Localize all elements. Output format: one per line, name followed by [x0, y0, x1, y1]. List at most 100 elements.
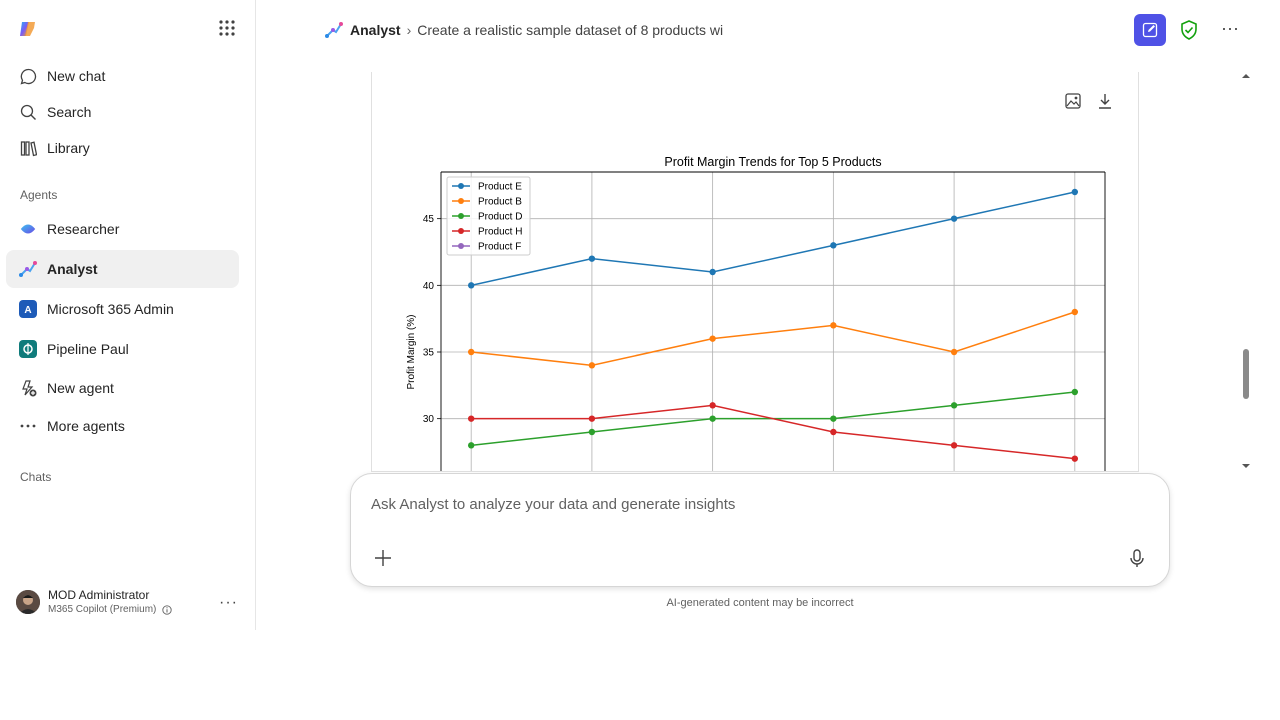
breadcrumb: Analyst › Create a realistic sample data… [324, 21, 723, 39]
agent-label: Researcher [47, 221, 120, 237]
breadcrumb-agent[interactable]: Analyst [350, 22, 401, 38]
agent-label: Analyst [47, 261, 98, 277]
agent-label: Microsoft 365 Admin [47, 301, 174, 317]
header: Analyst › Create a realistic sample data… [256, 0, 1280, 62]
sidebar: New chat Search Library Agents Researche… [0, 0, 256, 630]
data-point [709, 268, 716, 276]
y-axis-label: Profit Margin (%) [406, 314, 417, 389]
more-agents-button[interactable]: More agents [6, 407, 239, 445]
legend-swatch-marker [458, 183, 464, 189]
legend-entry: Product E [478, 182, 522, 193]
svg-text:A: A [24, 305, 31, 316]
chat-bubble-icon [19, 67, 37, 85]
copilot-logo-icon[interactable] [18, 19, 38, 39]
data-point [709, 335, 716, 342]
app-launcher-icon[interactable] [218, 19, 236, 37]
researcher-icon [19, 220, 37, 238]
legend-entry: Product H [478, 227, 522, 238]
analyst-icon [19, 260, 37, 278]
new-chat-button[interactable]: New chat [6, 57, 239, 95]
series-line-product-b [471, 311, 1076, 367]
data-point [467, 282, 475, 289]
data-point [467, 415, 475, 422]
data-point [588, 428, 596, 436]
plus-icon[interactable] [373, 548, 393, 568]
data-point [467, 442, 475, 449]
data-point [1071, 188, 1079, 196]
line-chart: Profit Margin Trends for Top 5 Products P… [406, 155, 1106, 471]
chats-section-label: Chats [20, 470, 52, 484]
data-point [588, 415, 596, 422]
avatar[interactable] [16, 590, 40, 614]
library-label: Library [47, 140, 90, 156]
legend-swatch-marker [458, 213, 464, 219]
new-agent-icon [19, 379, 37, 397]
more-agents-label: More agents [47, 418, 125, 434]
legend-swatch-marker [458, 228, 464, 234]
user-name: MOD Administrator [48, 588, 150, 602]
agent-item-pipeline-paul[interactable]: Pipeline Paul [6, 330, 239, 368]
data-point [709, 415, 716, 422]
y-tick-label: 45 [423, 214, 435, 225]
data-point [950, 215, 958, 222]
download-icon[interactable] [1096, 92, 1114, 110]
more-dots-icon [19, 417, 37, 435]
agent-item-m365-admin[interactable]: A Microsoft 365 Admin [6, 290, 239, 328]
analyst-icon [325, 22, 343, 38]
legend-entry: Product B [478, 197, 522, 208]
chat-title[interactable]: Create a realistic sample dataset of 8 p… [417, 22, 724, 38]
info-icon[interactable] [162, 604, 173, 615]
data-point [830, 428, 837, 436]
chevron-right-icon: › [406, 22, 412, 38]
legend-box [446, 176, 531, 256]
user-plan-label: M365 Copilot (Premium) [48, 604, 157, 615]
chart-title: Profit Margin Trends for Top 5 Products [664, 155, 881, 169]
data-point [1071, 455, 1079, 462]
data-point [588, 362, 596, 369]
data-point [1071, 308, 1079, 316]
legend-swatch-marker [458, 198, 464, 204]
agent-item-analyst[interactable]: Analyst [6, 250, 239, 288]
legend-entry: Product F [478, 242, 521, 253]
prompt-input[interactable] [371, 492, 1111, 516]
search-button[interactable]: Search [6, 93, 239, 131]
series-line-product-e [471, 191, 1075, 287]
data-point [950, 442, 958, 449]
scroll-up-arrow-icon[interactable] [1241, 71, 1251, 81]
data-point [830, 242, 837, 249]
new-chat-compose-button[interactable] [1134, 14, 1166, 46]
data-point [830, 415, 837, 422]
more-options-icon[interactable]: ··· [1221, 18, 1239, 38]
chart-card: Profit Margin Trends for Top 5 Products P… [371, 72, 1139, 472]
admin-icon: A [19, 300, 37, 318]
search-icon [19, 103, 37, 121]
data-point [709, 402, 716, 409]
library-icon [19, 139, 37, 157]
data-point [1071, 388, 1079, 396]
chart-toolbar [1064, 92, 1114, 110]
legend-swatch-marker [458, 243, 464, 249]
data-point [950, 402, 958, 409]
new-chat-label: New chat [47, 68, 106, 84]
composer [350, 473, 1170, 587]
y-tick-label: 35 [423, 348, 435, 359]
data-point [588, 255, 596, 262]
shield-check-icon[interactable] [1178, 19, 1200, 41]
scroll-down-arrow-icon[interactable] [1241, 461, 1251, 471]
legend-entry: Product D [478, 212, 522, 223]
agent-item-researcher[interactable]: Researcher [6, 210, 239, 248]
series-line-product-h [471, 404, 1075, 460]
new-agent-button[interactable]: New agent [6, 369, 239, 407]
user-plan: M365 Copilot (Premium) [48, 604, 173, 615]
compose-icon [1142, 22, 1158, 38]
library-button[interactable]: Library [6, 129, 239, 167]
microphone-icon[interactable] [1127, 548, 1147, 568]
pipeline-icon [19, 340, 37, 358]
agents-section-label: Agents [20, 188, 58, 202]
data-point [830, 322, 837, 329]
user-more-options-icon[interactable]: ··· [219, 594, 238, 611]
user-profile[interactable]: MOD Administrator M365 Copilot (Premium)… [16, 588, 246, 618]
scrollbar-thumb[interactable] [1243, 349, 1249, 399]
y-tick-label: 30 [423, 414, 435, 425]
image-icon[interactable] [1064, 92, 1082, 110]
